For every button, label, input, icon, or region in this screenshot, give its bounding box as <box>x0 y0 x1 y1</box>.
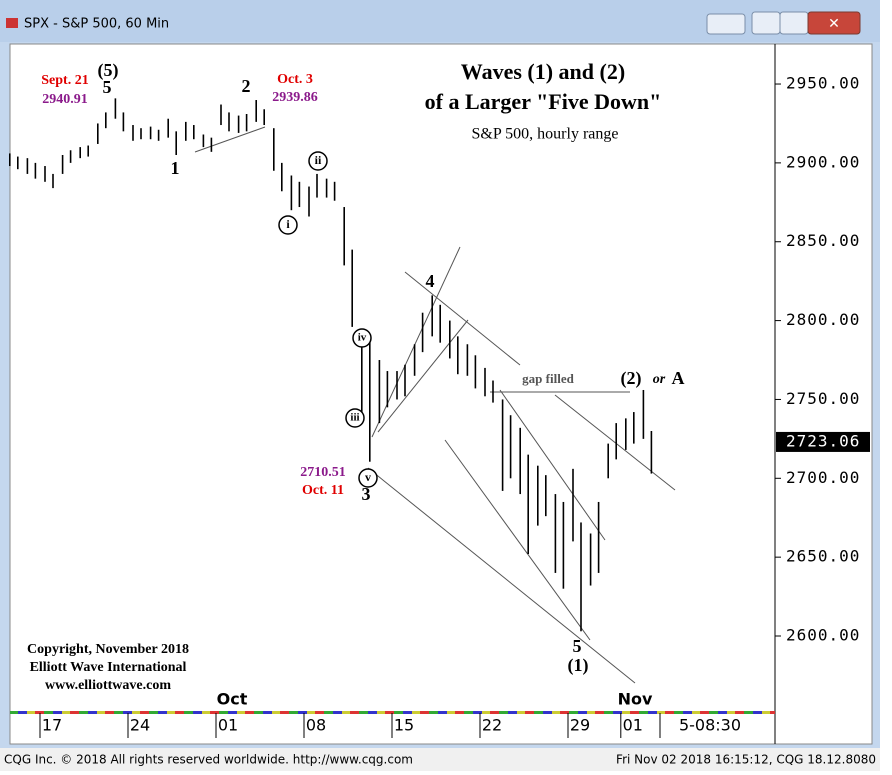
annotation: A <box>672 368 685 388</box>
annotation: 3 <box>362 484 371 504</box>
trend-line <box>367 467 636 684</box>
copyright: Copyright, November 2018 <box>27 642 189 657</box>
annotation: 2939.86 <box>272 90 318 105</box>
close-button[interactable] <box>807 11 861 35</box>
chart-subtitle: S&P 500, hourly range <box>472 126 619 143</box>
annotation: or <box>653 372 666 387</box>
maximize-button[interactable] <box>779 11 809 35</box>
session-strip <box>10 711 775 714</box>
app-icon <box>6 18 18 28</box>
y-tick-label: 2850.00 <box>786 231 860 250</box>
y-tick-label: 2950.00 <box>786 74 860 93</box>
trend-line <box>194 126 266 153</box>
wave-circle <box>278 215 298 235</box>
last-value-box <box>776 431 870 452</box>
y-tick-label: 2800.00 <box>786 310 860 329</box>
trend-line <box>554 394 676 491</box>
x-tick-label: 22 <box>482 716 502 735</box>
x-tick-label: 08 <box>306 716 326 735</box>
month-label: Oct <box>217 690 248 709</box>
annotation: 2 <box>242 76 251 96</box>
chart-area <box>9 43 873 745</box>
annotation: i <box>286 217 290 231</box>
wave-circle <box>308 151 328 171</box>
copyright: Elliott Wave International <box>30 660 187 675</box>
trend-lines <box>194 126 676 684</box>
annotation: Oct. 11 <box>302 483 344 498</box>
annotation: 1 <box>171 158 180 178</box>
annotation: Oct. 3 <box>277 72 313 87</box>
x-time-label: 5-08:30 <box>679 716 741 735</box>
annotation: iv <box>358 332 367 344</box>
y-tick-label: 2700.00 <box>786 468 860 487</box>
status-right: Fri Nov 02 2018 16:15:12, CQG 18.12.8080 <box>616 753 876 767</box>
wave-circle <box>345 408 365 428</box>
status-left: CQG Inc. © 2018 All rights reserved worl… <box>4 753 413 767</box>
annotation: v <box>365 470 371 484</box>
annotation: iii <box>350 412 359 424</box>
wave-circle <box>358 468 378 488</box>
annotation: (2) <box>621 368 642 389</box>
annotation: 2710.51 <box>300 465 346 480</box>
x-tick-label: 24 <box>130 716 150 735</box>
annotation: ii <box>315 153 322 167</box>
annotation: 2940.91 <box>42 92 88 107</box>
trend-line <box>499 389 606 541</box>
month-label: Nov <box>618 690 653 709</box>
status-bar <box>0 748 880 771</box>
trend-line <box>377 319 469 433</box>
annotation: (5) <box>98 60 119 81</box>
x-tick-label: 29 <box>570 716 590 735</box>
trend-line <box>444 439 591 641</box>
x-tick-label: 15 <box>394 716 414 735</box>
link-button[interactable] <box>706 13 746 35</box>
x-tick-label: 01 <box>623 716 643 735</box>
y-tick-label: 2750.00 <box>786 389 860 408</box>
y-tick-label: 2600.00 <box>786 626 860 645</box>
close-icon: ✕ <box>828 16 840 32</box>
copyright: www.elliottwave.com <box>45 678 171 693</box>
minimize-button[interactable] <box>751 11 781 35</box>
last-value-label: 2723.06 <box>786 431 860 450</box>
annotation: (1) <box>568 655 589 676</box>
annotation: 5 <box>103 77 112 97</box>
annotation: gap filled <box>522 371 574 386</box>
annotation: Sept. 21 <box>41 73 88 88</box>
window-title: SPX - S&P 500, 60 Min <box>24 17 169 32</box>
x-tick-label: 17 <box>42 716 62 735</box>
annotation: 4 <box>426 271 435 291</box>
trend-line <box>404 271 521 366</box>
x-tick-label: 01 <box>218 716 238 735</box>
chart-title-line2: of a Larger "Five Down" <box>425 89 662 114</box>
annotation: 5 <box>573 636 582 656</box>
y-tick-label: 2900.00 <box>786 152 860 171</box>
wave-circle <box>352 328 372 348</box>
chart-title: Waves (1) and (2) <box>461 59 625 84</box>
y-tick-label: 2650.00 <box>786 547 860 566</box>
